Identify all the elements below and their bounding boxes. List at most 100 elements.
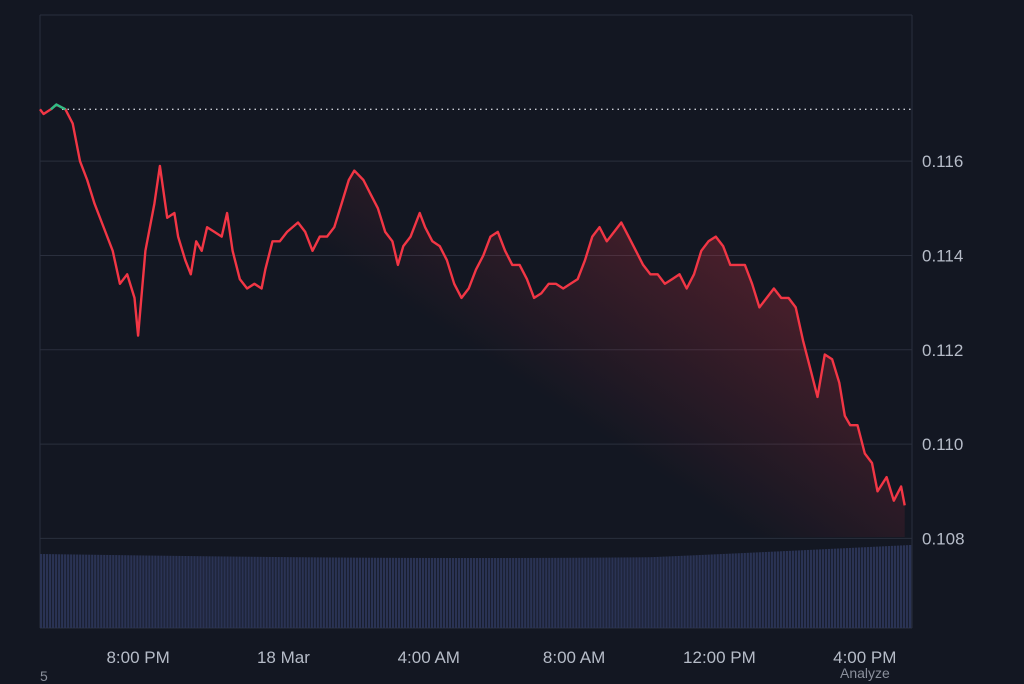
x-tick-label: 18 Mar — [257, 648, 310, 667]
volume-bar — [821, 549, 825, 628]
volume-bar — [148, 555, 151, 628]
volume-bar — [391, 557, 395, 628]
volume-bar — [202, 556, 205, 628]
volume-bar — [749, 552, 752, 628]
volume-bar — [602, 557, 605, 628]
volume-bar — [427, 557, 431, 628]
volume-bar — [557, 557, 560, 628]
volume-bar — [343, 557, 346, 628]
volume-bar — [157, 555, 160, 628]
volume-bar — [776, 551, 779, 628]
volume-bar — [130, 555, 133, 628]
volume-bar — [851, 547, 855, 628]
volume-bar — [277, 557, 280, 628]
volume-bar — [331, 557, 334, 628]
volume-bar — [647, 557, 650, 628]
volume-bar — [346, 557, 349, 628]
volume-bar — [764, 551, 767, 628]
volume-bar — [794, 550, 797, 628]
volume-bar — [46, 554, 49, 628]
volume-bar — [575, 557, 578, 628]
volume-bar — [409, 557, 413, 628]
volume-bar — [181, 555, 184, 628]
volume-bar — [767, 551, 770, 628]
volume-bar — [445, 557, 449, 628]
volume-bar — [641, 557, 644, 628]
volume-bar — [620, 557, 623, 628]
volume-bar — [608, 557, 611, 628]
volume-bar — [253, 556, 256, 628]
volume-bar — [136, 555, 139, 628]
volume-bar — [746, 552, 749, 628]
volume-bar — [653, 557, 656, 628]
volume-bar — [442, 557, 446, 628]
volume-bar — [412, 557, 416, 628]
volume-bar — [695, 555, 698, 628]
volume-bar — [265, 556, 268, 628]
volume-bar — [656, 556, 659, 628]
volume-bar — [536, 557, 539, 628]
volume-bar — [328, 557, 331, 628]
volume-bar — [779, 551, 782, 628]
volume-bar — [259, 556, 262, 628]
volume-bar — [388, 557, 392, 628]
volume-bar — [845, 548, 849, 628]
volume-bar — [758, 552, 761, 628]
volume-bar — [521, 557, 524, 628]
volume-bar — [292, 557, 295, 628]
volume-bar — [548, 557, 551, 628]
volume-bar — [190, 556, 193, 628]
volume-bar — [824, 549, 828, 628]
volume-bar — [635, 557, 638, 628]
volume-bar — [737, 553, 740, 628]
volume-bar — [866, 547, 870, 628]
volume-bar — [310, 557, 313, 628]
volume-bar — [403, 557, 407, 628]
volume-bar — [337, 557, 340, 628]
volume-bar — [833, 548, 837, 628]
volume-bar — [614, 557, 617, 628]
volume-bar — [88, 554, 91, 628]
volume-bar — [223, 556, 226, 628]
volume-bar — [100, 554, 103, 628]
analyze-link[interactable]: Analyze — [840, 665, 890, 681]
volume-bar — [196, 556, 199, 628]
volume-bar — [893, 545, 897, 628]
volume-bar — [193, 556, 196, 628]
x-tick-label: 8:00 PM — [106, 648, 169, 667]
volume-bar — [250, 556, 253, 628]
volume-bar — [256, 556, 259, 628]
volume-bar — [668, 556, 671, 628]
volume-bar — [262, 556, 265, 628]
volume-bar — [349, 557, 352, 628]
volume-bar — [418, 557, 422, 628]
volume-bar — [698, 555, 701, 628]
volume-bar — [500, 557, 503, 628]
volume-bar — [506, 557, 509, 628]
x-tick-label: 4:00 PM — [833, 648, 896, 667]
volume-bar — [803, 550, 807, 628]
volume-bar — [97, 554, 100, 628]
volume-bar — [617, 557, 620, 628]
volume-bar — [166, 555, 169, 628]
volume-bar — [289, 557, 292, 628]
volume-bar — [674, 556, 677, 628]
volume-bar — [295, 557, 298, 628]
volume-bar — [638, 557, 641, 628]
volume-bar — [436, 557, 440, 628]
volume-bar — [469, 558, 473, 628]
volume-bar — [451, 557, 455, 628]
volume-bar — [683, 555, 686, 628]
volume-bar — [815, 549, 819, 628]
volume-bar — [497, 557, 500, 628]
volume-bar — [394, 557, 398, 628]
volume-bar — [145, 555, 148, 628]
volume-bar — [274, 557, 277, 628]
volume-bar — [869, 546, 873, 628]
volume-bar — [109, 554, 112, 628]
footer-left-text: 5 — [40, 668, 48, 684]
volume-bar — [569, 557, 572, 628]
volume-bar — [112, 555, 115, 628]
volume-bar — [491, 557, 494, 628]
volume-bar — [142, 555, 145, 628]
